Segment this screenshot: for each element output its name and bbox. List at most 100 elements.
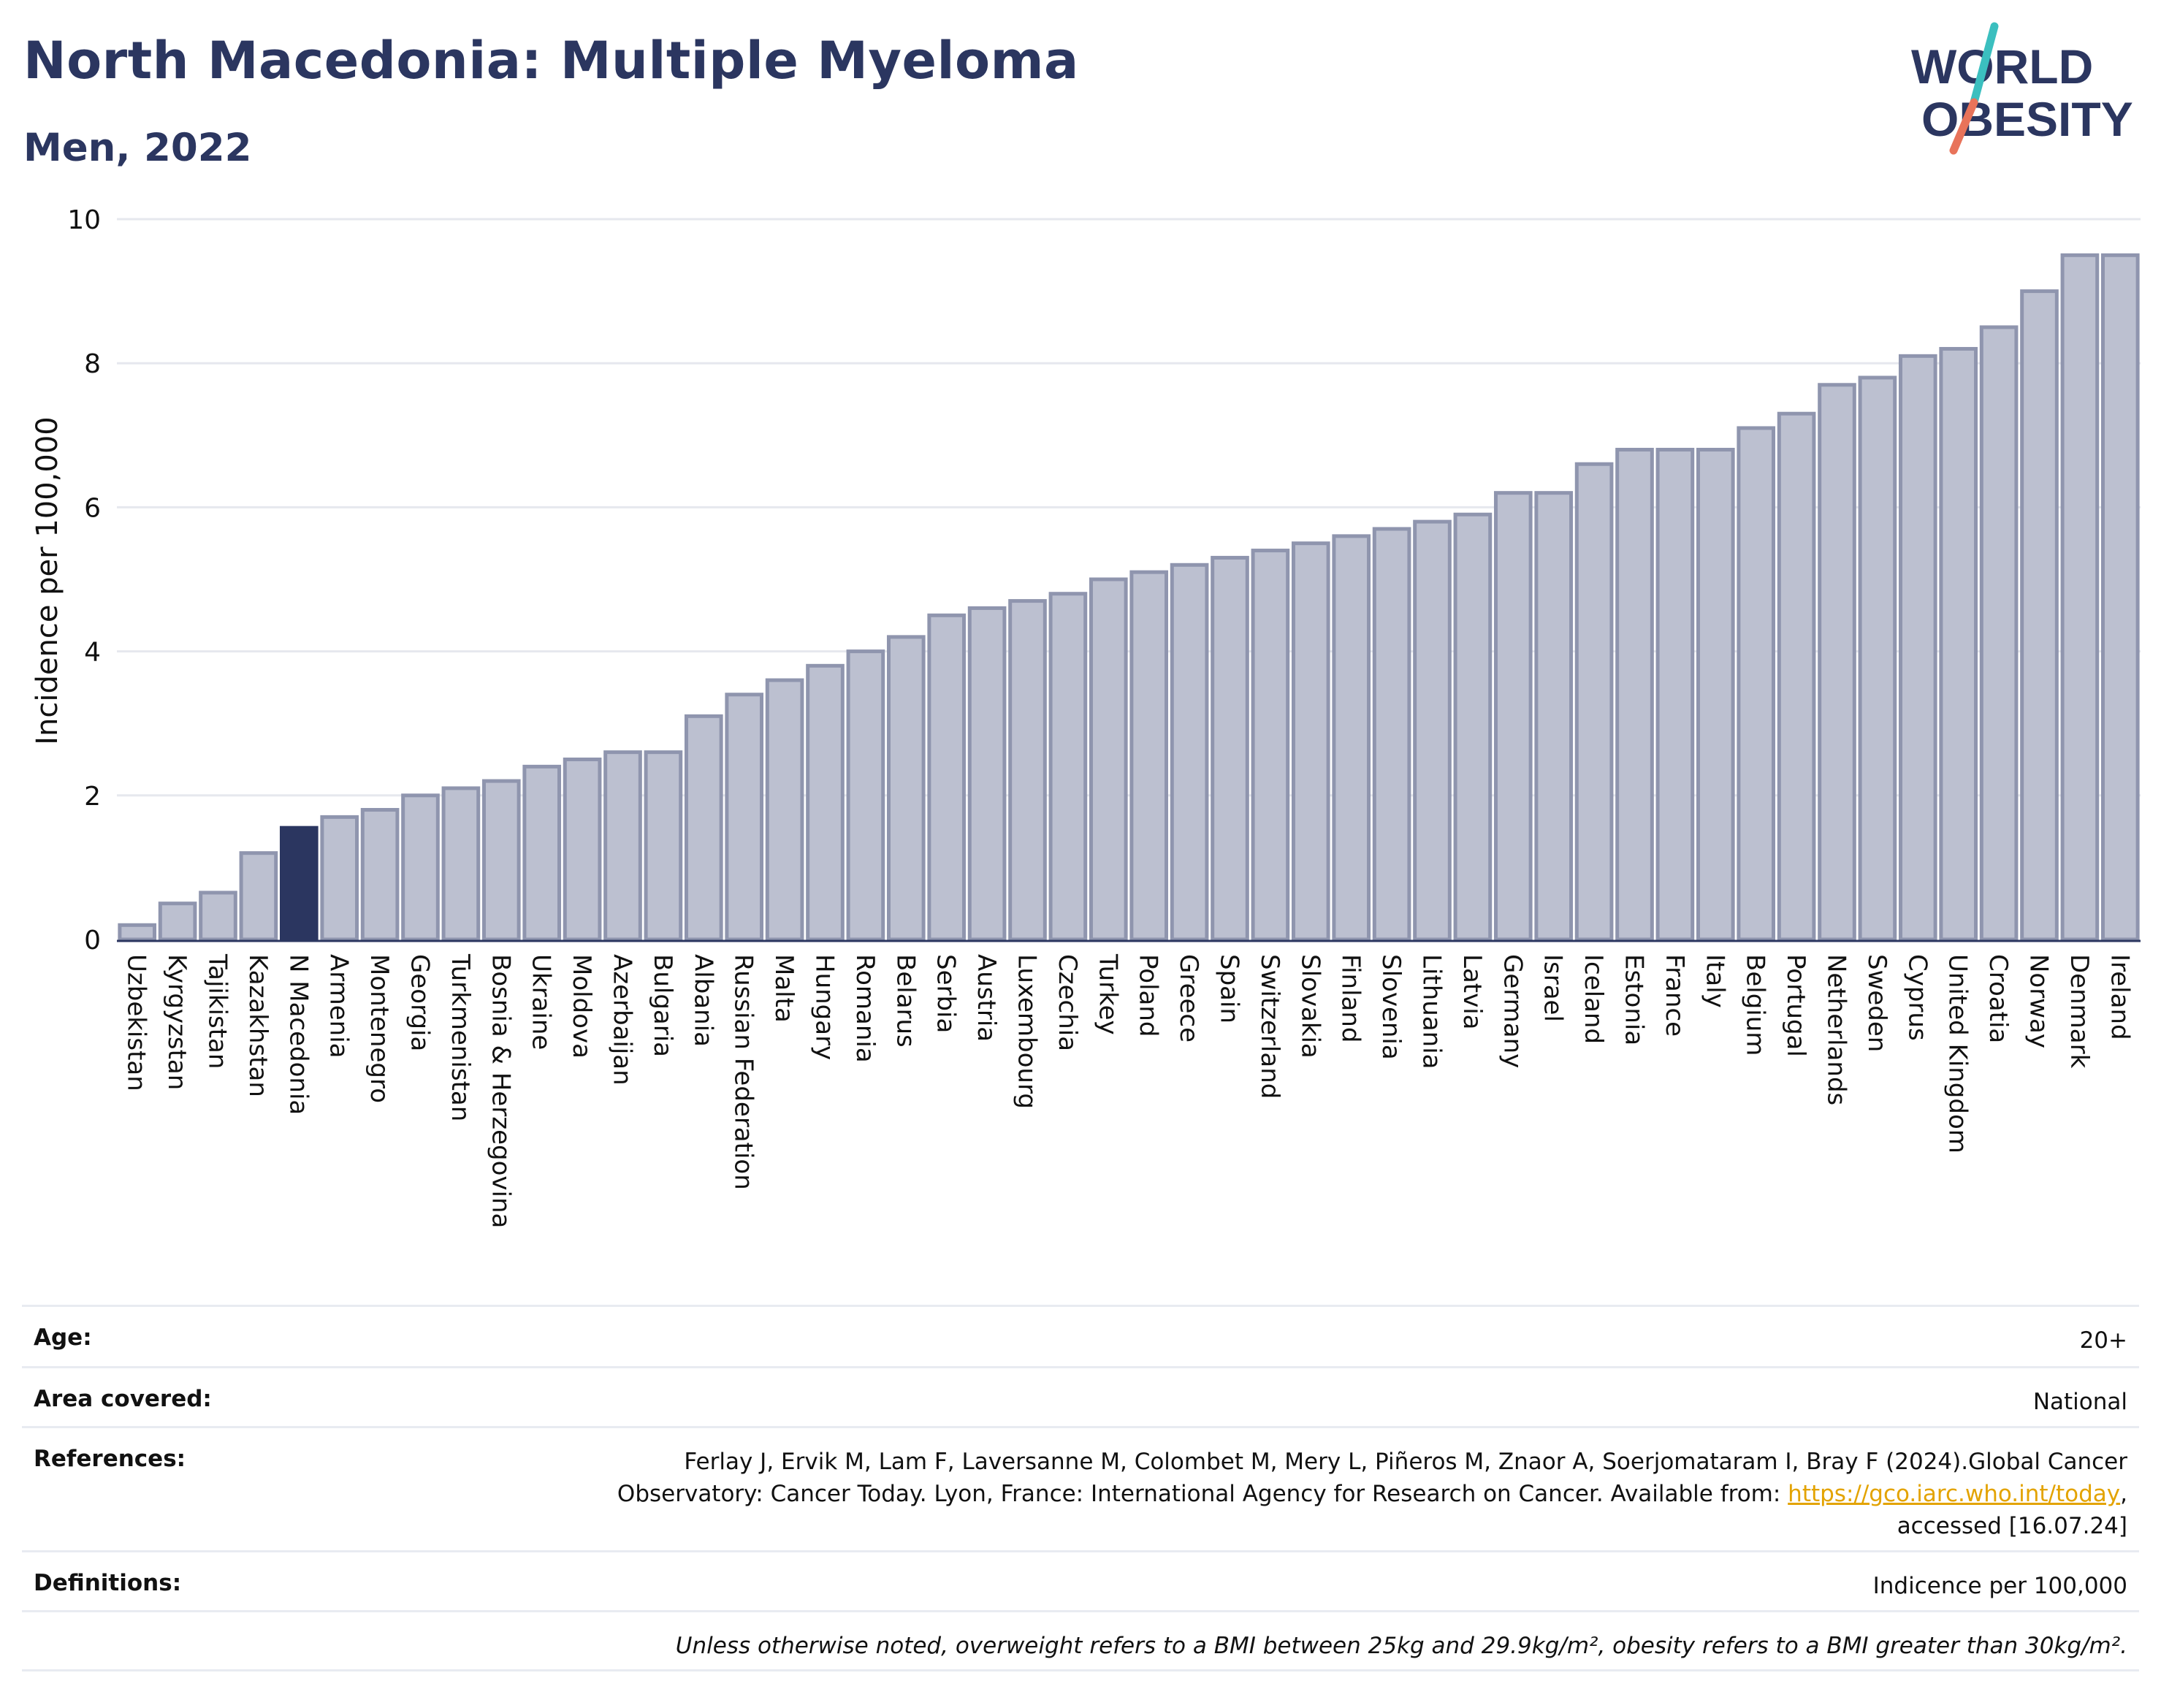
y-tick-label: 10	[67, 205, 101, 235]
page-title: North Macedonia: Multiple Myeloma	[23, 31, 1079, 91]
x-tick-label: Lithuania	[1417, 954, 1447, 1069]
bar-albania	[684, 714, 723, 942]
x-tick-label: N Macedonia	[283, 954, 313, 1115]
x-tick-label: United Kingdom	[1943, 954, 1973, 1154]
age-value: 20+	[2079, 1327, 2127, 1354]
bar-iceland	[1574, 462, 1614, 942]
bar-n-macedonia	[279, 826, 319, 942]
bar-chart: 0 2 4 6 8 10 Incidence per 100,000 Uzbekistan…	[31, 205, 2141, 1228]
x-tick-label: Norway	[2024, 954, 2054, 1048]
y-tick-label: 8	[84, 349, 101, 379]
bar-armenia	[320, 815, 359, 942]
x-tick-label: Spain	[1215, 954, 1244, 1023]
x-tick-label: Luxembourg	[1013, 954, 1042, 1109]
bar-cyprus	[1898, 354, 1937, 942]
x-tick-label: Kazakhstan	[243, 954, 272, 1097]
bar-switzerland	[1251, 549, 1290, 942]
references-line-2-prefix: Observatory: Cancer Today. Lyon, France:…	[617, 1481, 1788, 1507]
x-tick-label: Turkey	[1093, 953, 1122, 1035]
bar-tajikistan	[199, 891, 237, 942]
bar-netherlands	[1818, 383, 1856, 942]
x-tick-label: Turkmenistan	[446, 953, 475, 1121]
x-tick-label: Israel	[1539, 954, 1568, 1022]
x-tick-label: Kyrgyzstan	[162, 954, 191, 1090]
x-tick-label: Albania	[688, 954, 717, 1047]
references-line-3: accessed [16.07.24]	[1897, 1513, 2127, 1539]
logo-slash-coral	[1949, 98, 1978, 155]
y-tick-label: 6	[84, 493, 101, 523]
info-row-area: Area covered: National	[22, 1366, 2139, 1426]
page-subtitle: Men, 2022	[23, 126, 252, 170]
bar-united-kingdom	[1939, 346, 1978, 942]
bar-belarus	[886, 635, 926, 942]
x-tick-label: Latvia	[1457, 954, 1487, 1030]
definitions-value: Indicence per 100,000	[1872, 1573, 2127, 1599]
info-table: Age: 20+ Area covered: National Referenc…	[22, 1305, 2139, 1671]
bar-croatia	[1979, 325, 2019, 942]
x-tick-label: Estonia	[1620, 954, 1649, 1045]
bar-poland	[1129, 570, 1169, 942]
x-tick-label: Bosnia & Herzegovina	[486, 954, 515, 1228]
x-tick-label: Czechia	[1053, 954, 1082, 1051]
age-label: Age:	[34, 1324, 92, 1351]
bar-serbia	[927, 613, 967, 942]
info-row-note: Unless otherwise noted, overweight refer…	[22, 1610, 2139, 1671]
y-tick-label: 4	[84, 638, 101, 668]
bar-austria	[967, 606, 1007, 942]
bar-slovenia	[1372, 527, 1411, 942]
bar-france	[1655, 448, 1695, 942]
x-tick-label: Germany	[1498, 954, 1527, 1068]
x-tick-label: Austria	[972, 954, 1001, 1042]
x-tick-label: Greece	[1174, 954, 1203, 1042]
x-tick-label: Belarus	[891, 954, 920, 1048]
y-tick-label: 0	[84, 926, 101, 956]
bar-kazakhstan	[239, 851, 278, 942]
bar-turkmenistan	[441, 786, 481, 942]
x-tick-label: Hungary	[810, 954, 839, 1060]
logo-slash-teal	[1970, 22, 1999, 107]
obesity-definition-note: Unless otherwise noted, overweight refer…	[675, 1633, 2127, 1659]
x-tick-label: France	[1660, 954, 1689, 1037]
bar-bosnia-herzegovina	[481, 779, 521, 942]
x-tick-label: Italy	[1700, 954, 1729, 1008]
world-obesity-logo: WORLD OBESITY	[1911, 22, 2133, 155]
references-line-2-suffix: ,	[2120, 1481, 2127, 1507]
x-tick-label: Tajikistan	[203, 953, 232, 1069]
x-tick-label: Malta	[769, 954, 799, 1023]
bar-luxembourg	[1008, 599, 1047, 942]
x-tick-label: Serbia	[931, 954, 961, 1033]
bar-malta	[765, 678, 804, 942]
y-axis-ticks: 0 2 4 6 8 10	[67, 205, 101, 956]
bar-georgia	[401, 793, 440, 942]
x-tick-label: Croatia	[1983, 954, 2013, 1043]
x-tick-label: Finland	[1336, 954, 1365, 1043]
bar-romania	[846, 649, 885, 942]
bar-finland	[1332, 534, 1371, 942]
area-label: Area covered:	[34, 1386, 212, 1412]
bar-ukraine	[522, 764, 562, 942]
area-value: National	[2032, 1389, 2127, 1415]
bar-russian-federation	[725, 693, 764, 942]
x-tick-label: Azerbaijan	[608, 954, 637, 1086]
x-tick-label: Slovakia	[1295, 954, 1325, 1059]
x-tick-label: Romania	[850, 954, 880, 1063]
bar-czechia	[1048, 592, 1088, 942]
bar-hungary	[806, 663, 845, 942]
bar-uzbekistan	[118, 923, 157, 942]
x-tick-label: Portugal	[1781, 954, 1810, 1057]
bar-israel	[1534, 491, 1574, 942]
bar-turkey	[1089, 577, 1128, 942]
x-tick-label: Sweden	[1862, 954, 1891, 1052]
logo-text-world: WORLD	[1911, 39, 2093, 94]
bar-spain	[1211, 555, 1249, 942]
bars	[118, 253, 2140, 942]
definitions-label: Definitions:	[34, 1570, 182, 1596]
bar-latvia	[1453, 512, 1493, 942]
x-tick-label: Ireland	[2105, 954, 2134, 1040]
references-link[interactable]: https://gco.iarc.who.int/today	[1788, 1481, 2121, 1507]
bar-moldova	[563, 758, 602, 942]
x-tick-label: Cyprus	[1902, 954, 1932, 1041]
x-tick-label: Uzbekistan	[122, 954, 151, 1091]
x-tick-label: Bulgaria	[648, 954, 677, 1057]
x-tick-label: Netherlands	[1822, 954, 1851, 1105]
